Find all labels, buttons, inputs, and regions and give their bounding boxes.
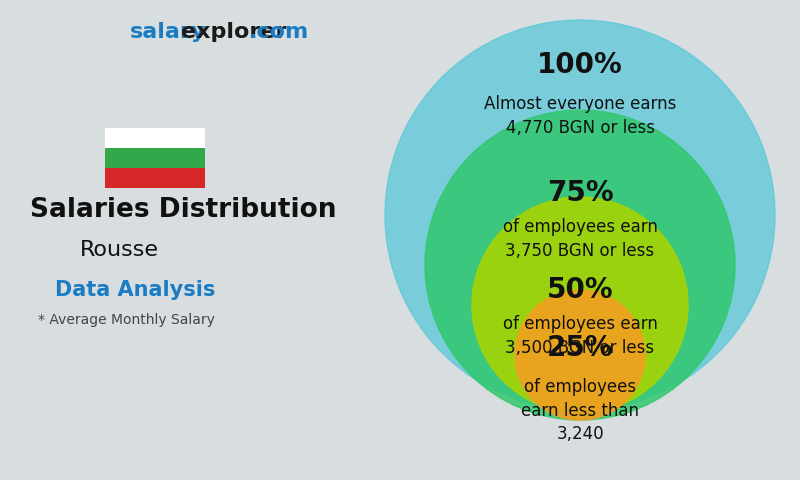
- Text: of employees
earn less than
3,240: of employees earn less than 3,240: [521, 378, 639, 443]
- Bar: [105, 128, 205, 148]
- Text: of employees earn
3,500 BGN or less: of employees earn 3,500 BGN or less: [502, 315, 658, 357]
- Text: * Average Monthly Salary: * Average Monthly Salary: [38, 313, 215, 327]
- Text: Salaries Distribution: Salaries Distribution: [30, 197, 337, 223]
- Bar: [105, 168, 205, 188]
- Text: .com: .com: [249, 22, 310, 42]
- Circle shape: [515, 290, 645, 420]
- Text: Rousse: Rousse: [80, 240, 159, 260]
- Text: 50%: 50%: [546, 276, 614, 304]
- Text: salary: salary: [130, 22, 206, 42]
- Text: of employees earn
3,750 BGN or less: of employees earn 3,750 BGN or less: [502, 218, 658, 260]
- Text: Almost everyone earns
4,770 BGN or less: Almost everyone earns 4,770 BGN or less: [484, 95, 676, 137]
- Text: Data Analysis: Data Analysis: [55, 280, 215, 300]
- Text: 75%: 75%: [546, 179, 614, 207]
- Circle shape: [472, 197, 688, 413]
- Text: explorer: explorer: [181, 22, 286, 42]
- Text: 100%: 100%: [537, 51, 623, 79]
- Bar: [105, 148, 205, 168]
- Circle shape: [385, 20, 775, 410]
- Circle shape: [425, 110, 735, 420]
- Text: 25%: 25%: [546, 334, 614, 362]
